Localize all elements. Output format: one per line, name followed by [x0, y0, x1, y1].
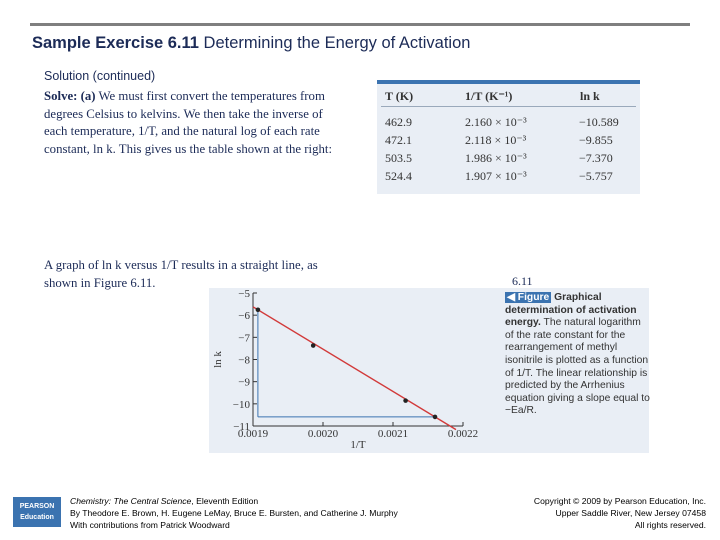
solve-text: We must first convert the temperatures f… [44, 89, 333, 156]
x-tick-label: 0.0022 [448, 428, 478, 440]
solution-heading: Solution (continued) [44, 69, 155, 83]
solution-rest: (continued) [89, 69, 156, 83]
table-header-ln-k: ln k [580, 89, 600, 103]
table-cell: 472.1 [385, 133, 412, 147]
footer-book: Chemistry: The Central Science, Eleventh… [70, 496, 398, 508]
table-cell: 462.9 [385, 115, 412, 129]
footer-book-title: Chemistry: The Central Science [70, 496, 192, 506]
table-cell: 524.4 [385, 169, 412, 183]
graph-paragraph: A graph of ln k versus 1/T results in a … [44, 258, 318, 290]
data-point [432, 414, 438, 420]
figure-label: ◀ Figure [505, 292, 552, 303]
fit-line [252, 306, 457, 431]
y-tick-label: −11 [233, 421, 250, 433]
x-tick-label: 0.0021 [378, 428, 408, 440]
table-top-bar [377, 80, 640, 84]
y-tick-label: −5 [238, 288, 250, 300]
y-tick-label: −9 [238, 377, 250, 389]
arrhenius-figure: −5 −6 −7 −8 −9 −10 −11 0.0019 0.0020 0.0021 0.0022… [209, 288, 651, 453]
y-tick-label: −7 [238, 332, 250, 344]
slide-title: Sample Exercise 6.11 Determining the Ene… [32, 34, 470, 53]
table-cell: −7.370 [579, 151, 613, 165]
title-bold: Sample Exercise 6.11 [32, 34, 199, 52]
y-tick-label: −10 [233, 399, 251, 411]
title-rule [30, 23, 690, 26]
table-cell: 1.986 × 10⁻³ [465, 151, 527, 165]
solution-bold: Solution [44, 69, 90, 83]
caption-text: The natural logarithm of the rate consta… [505, 317, 650, 417]
x-tick-label: 0.0019 [238, 428, 269, 440]
table-cell: 2.118 × 10⁻³ [465, 133, 527, 147]
table-cell: 503.5 [385, 151, 412, 165]
data-point [403, 398, 408, 403]
footer-copyright: Copyright © 2009 by Pearson Education, I… [534, 496, 706, 531]
logo-line2: Education [20, 514, 54, 521]
footer-authors: By Theodore E. Brown, H. Eugene LeMay, B… [70, 507, 398, 518]
logo-line1: PEARSON [19, 503, 55, 510]
title-rest: Determining the Energy of Activation [198, 34, 471, 52]
table-cell: 2.160 × 10⁻³ [465, 115, 527, 129]
data-table: T (K) 1/T (K⁻¹) ln k 462.9 2.160 × 10⁻³ … [377, 80, 640, 194]
footer-rights: All rights reserved. [634, 519, 706, 530]
footer-book-edition: , Eleventh Edition [191, 496, 259, 506]
table-cell: 1.907 × 10⁻³ [465, 169, 527, 183]
footer-address: Upper Saddle River, New Jersey 07458 [555, 507, 706, 518]
table-cell: −5.757 [579, 169, 613, 183]
footer-copyright-line: Copyright © 2009 by Pearson Education, I… [533, 496, 706, 506]
y-axis-label: ln k [212, 351, 224, 368]
x-tick-label: 0.0020 [308, 428, 339, 440]
data-point [255, 307, 261, 313]
footer-citation: Chemistry: The Central Science, Eleventh… [70, 496, 398, 531]
table-header-t: T (K) [385, 89, 414, 103]
solve-bold: Solve: (a) [44, 89, 96, 103]
y-tick-label: −8 [238, 355, 250, 367]
arrhenius-plot: −5 −6 −7 −8 −9 −10 −110.0019 0.0020 0.0021 0.0022… [212, 288, 478, 451]
table-cell: −10.589 [579, 115, 619, 129]
table-header-inverse-t: 1/T (K⁻¹) [465, 89, 513, 103]
figure-number: 6.11 [512, 274, 533, 288]
pearson-logo: PEARSON Education [13, 497, 61, 527]
data-point [310, 343, 316, 348]
x-axis-label: 1/T [350, 439, 366, 451]
footer-contributions: With contributions from Patrick Woodward [70, 519, 230, 530]
caption-bold: Graphical determination of activation en… [505, 292, 637, 329]
y-tick-label: −6 [238, 310, 250, 322]
table-header-divider [381, 106, 636, 107]
table-cell: −9.855 [579, 133, 613, 147]
solve-paragraph: Solve: (a) We must first convert the tem… [44, 88, 344, 158]
figure-caption: ◀ Figure Graphical determination of acti… [505, 292, 651, 418]
